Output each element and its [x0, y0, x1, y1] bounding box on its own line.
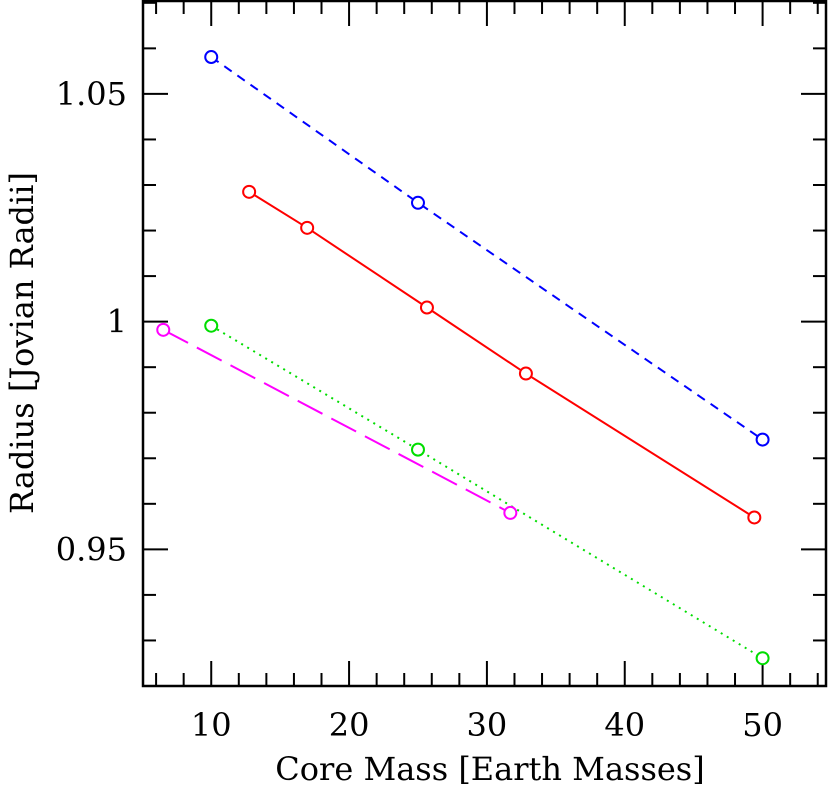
data-point	[242, 184, 257, 199]
y-axis-label: Radius [Jovian Radii]	[3, 172, 41, 514]
data-point	[755, 432, 770, 447]
series-3	[156, 322, 518, 520]
data-point	[518, 366, 533, 381]
x-tick-label: 20	[329, 706, 370, 744]
y-tick-label: 1	[107, 303, 127, 341]
data-point	[300, 220, 315, 235]
y-tick-labels: 0.95 1 1.05	[56, 75, 127, 568]
data-point	[156, 322, 171, 337]
data-point	[755, 651, 770, 666]
data-point	[204, 50, 219, 65]
data-point	[503, 505, 518, 520]
x-tick-label: 30	[467, 706, 508, 744]
x-tick-label: 50	[742, 706, 783, 744]
x-tick-labels: 10 20 30 40 50	[191, 706, 783, 744]
data-point	[204, 318, 219, 333]
data-point	[747, 510, 762, 525]
data-point	[410, 195, 425, 210]
series-line	[162, 328, 511, 514]
x-tick-label: 10	[191, 706, 232, 744]
data-point	[410, 442, 425, 457]
x-axis-label: Core Mass [Earth Masses]	[275, 750, 704, 788]
data-point	[419, 300, 434, 315]
plot-frame	[141, 0, 828, 688]
series-1	[242, 184, 762, 525]
series-line	[210, 324, 764, 660]
axis-ticks	[143, 1, 826, 687]
y-tick-label: 1.05	[56, 75, 127, 113]
y-tick-label: 0.95	[56, 530, 127, 568]
series-2	[204, 318, 770, 666]
series-0	[204, 50, 770, 447]
series-group	[156, 50, 770, 666]
series-line	[210, 56, 764, 441]
x-tick-label: 40	[604, 706, 645, 744]
series-line	[248, 190, 755, 519]
